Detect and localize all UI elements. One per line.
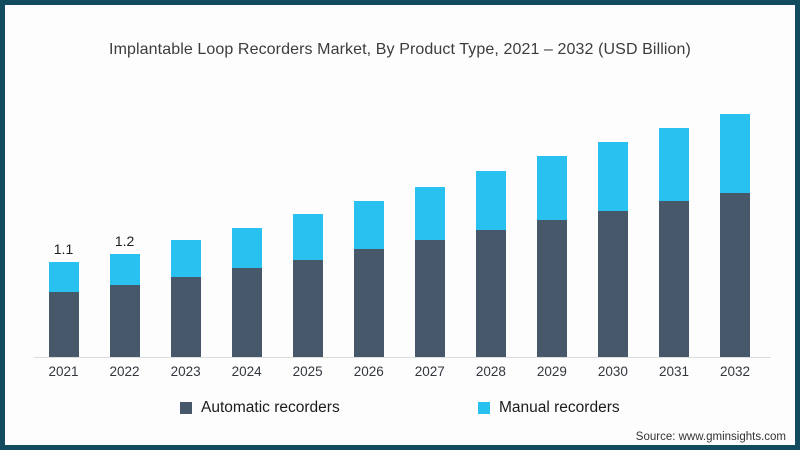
bar-segment-automatic-2024 xyxy=(231,268,262,357)
bar-segment-manual-2025 xyxy=(292,214,323,260)
bar-segment-automatic-2025 xyxy=(292,259,323,357)
bar-segment-automatic-2032 xyxy=(720,192,751,357)
x-axis-label-2028: 2028 xyxy=(475,364,506,379)
bar-segment-automatic-2021 xyxy=(48,291,79,357)
legend-swatch-manual-icon xyxy=(478,402,490,414)
bar-segment-manual-2028 xyxy=(475,171,506,230)
x-axis-label-2021: 2021 xyxy=(48,364,79,379)
bar-segment-automatic-2031 xyxy=(659,201,689,357)
bar-segment-automatic-2023 xyxy=(170,277,201,357)
bar-segment-manual-2023 xyxy=(170,240,201,277)
legend-label-automatic: Automatic recorders xyxy=(201,399,340,416)
bar-segment-automatic-2027 xyxy=(414,240,445,357)
source-attribution: Source: www.gminsights.com xyxy=(635,431,786,443)
x-axis-label-2023: 2023 xyxy=(170,364,201,379)
bar-segment-manual-2022 xyxy=(109,253,140,285)
bar-segment-manual-2021 xyxy=(48,262,79,292)
x-axis-line xyxy=(34,357,771,358)
legend-item-automatic: Automatic recorders xyxy=(180,399,340,417)
legend-label-manual: Manual recorders xyxy=(499,399,620,416)
bar-segment-automatic-2028 xyxy=(475,229,506,357)
bar-segment-manual-2030 xyxy=(597,142,628,211)
bar-segment-manual-2026 xyxy=(353,201,384,249)
bar-segment-automatic-2030 xyxy=(597,210,628,357)
bar-segment-manual-2024 xyxy=(231,228,262,269)
x-axis-label-2032: 2032 xyxy=(720,364,751,379)
x-axis-label-2024: 2024 xyxy=(231,364,262,379)
chart-title: Implantable Loop Recorders Market, By Pr… xyxy=(109,41,691,58)
bar-segment-manual-2027 xyxy=(414,186,445,240)
bar-value-label-2021: 1.1 xyxy=(53,241,74,258)
x-axis-label-2026: 2026 xyxy=(353,364,384,379)
bar-segment-manual-2029 xyxy=(536,155,567,221)
legend-swatch-automatic-icon xyxy=(180,402,192,414)
x-axis-label-2031: 2031 xyxy=(658,364,690,379)
x-axis-label-2030: 2030 xyxy=(597,364,628,379)
x-axis-label-2025: 2025 xyxy=(292,364,323,379)
bar-segment-manual-2031 xyxy=(659,128,689,202)
bar-segment-automatic-2026 xyxy=(353,248,384,357)
x-axis-label-2029: 2029 xyxy=(536,364,567,379)
x-axis-label-2027: 2027 xyxy=(414,364,445,379)
bar-segment-automatic-2022 xyxy=(109,284,140,357)
legend-item-manual: Manual recorders xyxy=(478,399,620,417)
x-axis-label-2022: 2022 xyxy=(109,364,140,379)
bar-segment-manual-2032 xyxy=(720,113,751,193)
bar-segment-automatic-2029 xyxy=(536,220,567,357)
bar-value-label-2022: 1.2 xyxy=(114,232,135,249)
